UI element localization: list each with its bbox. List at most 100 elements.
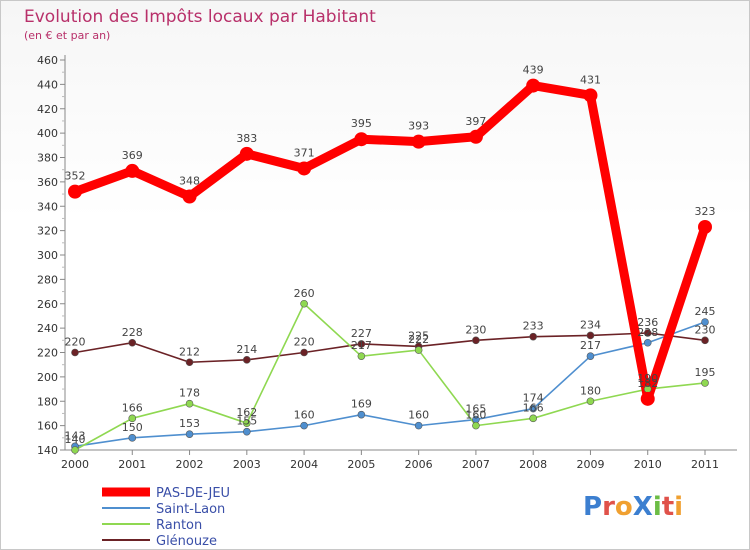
y-tick-label: 200 xyxy=(37,371,58,384)
data-point xyxy=(243,419,251,427)
data-point xyxy=(640,391,655,406)
data-label: 236 xyxy=(637,316,658,329)
data-point xyxy=(68,184,82,199)
data-point xyxy=(586,352,595,360)
x-tick-label: 2010 xyxy=(634,458,662,471)
data-point xyxy=(185,399,194,408)
legend-label: Glénouze xyxy=(156,534,217,549)
proxiti-logo-text: ProXiti xyxy=(583,492,683,522)
x-tick-label: 2003 xyxy=(233,458,261,471)
data-label: 230 xyxy=(465,323,486,336)
y-tick-label: 260 xyxy=(37,298,58,311)
y-tick-label: 400 xyxy=(37,127,58,140)
y-tick-label: 380 xyxy=(37,152,58,165)
data-point xyxy=(701,379,709,387)
data-label: 230 xyxy=(695,323,716,336)
data-point xyxy=(468,129,483,144)
chart-title: Evolution des Impôts locaux par Habitant xyxy=(24,7,376,27)
series-line-Glénouze xyxy=(74,332,706,364)
data-label: 431 xyxy=(580,73,601,86)
data-label: 222 xyxy=(408,333,429,346)
logo-letter: r xyxy=(602,492,615,522)
data-point xyxy=(185,430,194,438)
data-point xyxy=(128,434,137,442)
data-label: 439 xyxy=(523,64,544,77)
data-label: 234 xyxy=(580,318,601,331)
data-label: 225 xyxy=(408,329,429,342)
data-point xyxy=(526,78,541,93)
data-label: 212 xyxy=(179,345,200,358)
data-label: 143 xyxy=(65,429,86,442)
data-point xyxy=(414,421,423,430)
data-point xyxy=(297,161,312,176)
data-label: 352 xyxy=(65,170,86,183)
data-label: 174 xyxy=(523,392,544,405)
data-point xyxy=(357,410,366,419)
data-label: 348 xyxy=(179,175,200,188)
data-point xyxy=(354,132,369,147)
y-tick-label: 240 xyxy=(37,322,58,335)
data-label: 195 xyxy=(695,366,716,379)
data-point xyxy=(643,338,652,347)
x-tick-label: 2005 xyxy=(347,458,375,471)
data-point xyxy=(185,358,194,367)
data-label: 397 xyxy=(465,115,486,128)
data-point xyxy=(529,414,537,423)
series-points xyxy=(68,78,712,454)
data-label: 178 xyxy=(179,387,200,400)
data-label: 160 xyxy=(408,409,429,422)
x-tick-label: 2001 xyxy=(118,458,146,471)
data-label: 393 xyxy=(408,120,429,133)
data-label: 227 xyxy=(351,327,372,340)
data-label: 260 xyxy=(294,287,315,300)
y-tick-label: 320 xyxy=(37,225,58,238)
data-point xyxy=(71,348,79,357)
data-point xyxy=(414,346,423,354)
x-tick-label: 2000 xyxy=(61,458,89,471)
data-point xyxy=(698,219,712,234)
data-point xyxy=(472,336,480,345)
y-tick-label: 420 xyxy=(37,103,58,116)
data-label: 190 xyxy=(637,372,658,385)
data-point xyxy=(243,356,251,364)
data-label: 220 xyxy=(65,336,86,349)
series-line-Saint-Laon xyxy=(74,321,706,448)
y-tick-label: 160 xyxy=(37,420,58,433)
data-label: 233 xyxy=(523,320,544,333)
data-label: 182 xyxy=(637,377,658,390)
data-label: 369 xyxy=(122,149,143,162)
y-tick-label: 280 xyxy=(37,273,58,286)
data-label: 214 xyxy=(236,343,257,356)
data-point xyxy=(125,163,140,178)
data-label: 165 xyxy=(465,403,486,416)
data-label: 166 xyxy=(122,401,143,414)
data-label: 162 xyxy=(236,406,257,419)
logo-letter: t xyxy=(662,492,674,522)
y-tick-label: 460 xyxy=(37,54,58,67)
data-point xyxy=(357,340,366,348)
y-tick-label: 180 xyxy=(37,395,58,408)
data-point xyxy=(300,348,308,357)
logo-letter: P xyxy=(583,492,602,522)
y-tick-label: 220 xyxy=(37,347,58,360)
x-tick-label: 2007 xyxy=(462,458,490,471)
data-point xyxy=(357,352,366,360)
data-label: 160 xyxy=(294,409,315,422)
data-point xyxy=(411,134,426,149)
y-tick-label: 360 xyxy=(37,176,58,189)
data-label: 245 xyxy=(695,305,716,318)
axes: 140 160 180 200 220 240 260 280 300 320 340 360 380 4… xyxy=(37,54,737,471)
x-tick-label: 2009 xyxy=(576,458,604,471)
legend-label: PAS-DE-JEU xyxy=(156,486,230,501)
data-label: 150 xyxy=(122,421,143,434)
data-point xyxy=(701,318,709,326)
series-line-PAS-DE-JEU xyxy=(70,81,710,404)
data-label: 160 xyxy=(465,409,486,422)
data-point xyxy=(243,427,251,436)
data-point xyxy=(529,332,537,341)
x-tick-label: 2006 xyxy=(405,458,433,471)
data-label: 395 xyxy=(351,117,372,130)
